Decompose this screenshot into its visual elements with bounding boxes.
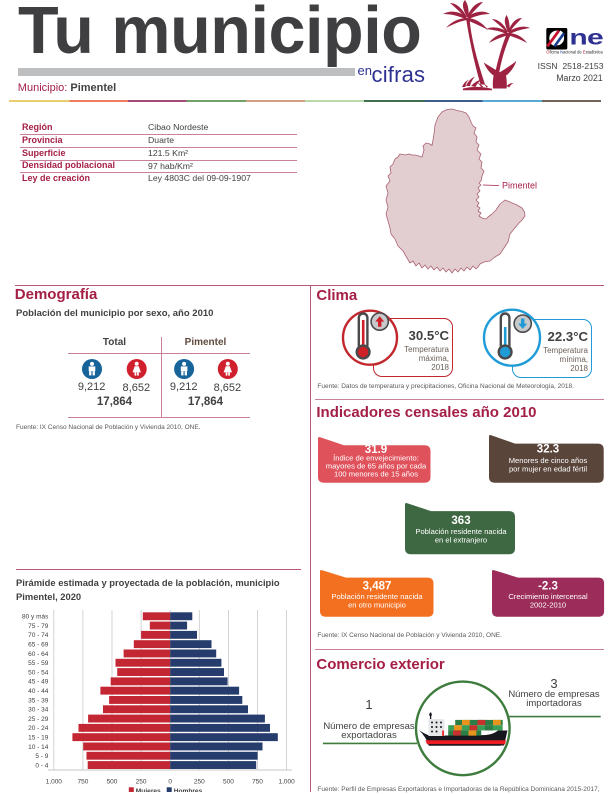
- svg-text:40 - 44: 40 - 44: [28, 688, 49, 695]
- svg-text:35 - 39: 35 - 39: [28, 697, 49, 704]
- svg-text:30 - 34: 30 - 34: [28, 707, 49, 714]
- svg-text:-2.3: -2.3: [538, 580, 558, 592]
- svg-text:32.3: 32.3: [537, 443, 559, 455]
- svg-text:250: 250: [194, 779, 205, 786]
- svg-text:80 y más: 80 y más: [22, 614, 49, 621]
- svg-text:mayores de 65 años por cada: mayores de 65 años por cada: [326, 461, 427, 470]
- svg-text:10 - 14: 10 - 14: [28, 744, 49, 751]
- svg-text:por mujer en edad fértil: por mujer en edad fértil: [509, 464, 587, 473]
- svg-text:ne: ne: [569, 27, 603, 50]
- svg-text:Hombres: Hombres: [174, 788, 203, 792]
- svg-text:Pimentel: Pimentel: [502, 181, 537, 191]
- svg-text:Mujeres: Mujeres: [136, 788, 161, 792]
- svg-text:3,487: 3,487: [363, 580, 392, 592]
- svg-text:250: 250: [136, 779, 147, 786]
- svg-text:Población residente nacida: Población residente nacida: [415, 527, 507, 536]
- svg-text:Población residente nacida: Población residente nacida: [331, 592, 423, 601]
- svg-text:60 - 64: 60 - 64: [28, 651, 49, 658]
- svg-text:750: 750: [252, 779, 263, 786]
- svg-text:750: 750: [77, 779, 88, 786]
- svg-text:70 - 74: 70 - 74: [28, 632, 49, 639]
- svg-text:100 menores de 15 años: 100 menores de 15 años: [334, 469, 418, 478]
- svg-text:363: 363: [451, 515, 470, 527]
- svg-text:0 - 4: 0 - 4: [35, 762, 48, 769]
- svg-text:5 - 9: 5 - 9: [35, 753, 48, 760]
- svg-text:0: 0: [168, 779, 172, 786]
- svg-text:2002-2010: 2002-2010: [529, 601, 565, 610]
- svg-text:Menores de cinco años: Menores de cinco años: [509, 456, 588, 465]
- svg-text:55 - 59: 55 - 59: [28, 660, 49, 667]
- svg-text:Índice de envejecimiento:: Índice de envejecimiento:: [333, 453, 419, 462]
- svg-text:45 - 49: 45 - 49: [28, 679, 49, 686]
- svg-text:500: 500: [223, 779, 234, 786]
- svg-text:75 - 79: 75 - 79: [28, 623, 49, 630]
- svg-text:50 - 54: 50 - 54: [28, 669, 49, 676]
- svg-text:Oficina Nacional de Estadístic: Oficina Nacional de Estadística: [546, 50, 603, 55]
- svg-text:en el extranjero: en el extranjero: [434, 535, 486, 544]
- svg-text:65 - 69: 65 - 69: [28, 642, 49, 649]
- svg-text:20 - 24: 20 - 24: [28, 725, 49, 732]
- svg-text:31.9: 31.9: [365, 444, 387, 456]
- svg-text:15 - 19: 15 - 19: [28, 735, 49, 742]
- svg-text:1,000: 1,000: [278, 779, 295, 786]
- svg-text:en otro municipio: en otro municipio: [348, 601, 406, 610]
- svg-text:1,000: 1,000: [46, 779, 63, 786]
- svg-text:Crecimiento intercensal: Crecimiento intercensal: [508, 592, 588, 601]
- svg-text:500: 500: [107, 779, 118, 786]
- svg-text:25 - 29: 25 - 29: [28, 716, 49, 723]
